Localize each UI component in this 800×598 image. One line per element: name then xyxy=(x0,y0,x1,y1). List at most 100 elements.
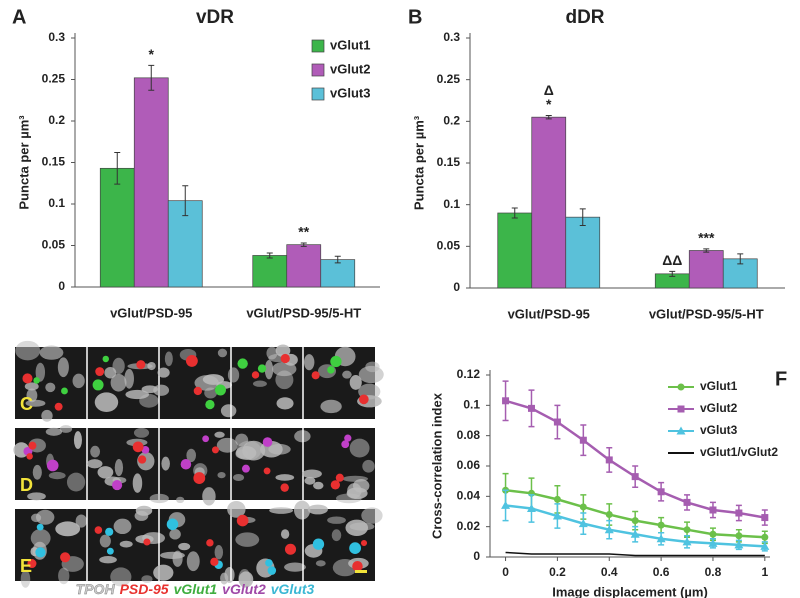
y-tick-label: 0.3 xyxy=(48,30,65,44)
puncta xyxy=(205,399,215,410)
annotation: * xyxy=(149,46,155,62)
tpoh-blob xyxy=(133,427,150,438)
tpoh-blob xyxy=(186,448,197,463)
puncta xyxy=(263,467,271,475)
tpoh-blob xyxy=(57,357,69,378)
tpoh-blob xyxy=(153,384,170,396)
puncta xyxy=(112,480,123,491)
puncta xyxy=(352,561,363,572)
error-bar xyxy=(148,64,155,91)
tpoh-blob xyxy=(161,456,170,471)
tpoh-blob xyxy=(149,493,169,504)
puncta xyxy=(358,394,369,405)
tpoh-blob xyxy=(275,474,295,481)
puncta xyxy=(27,559,37,569)
y-tick-label: 0 xyxy=(473,549,480,563)
x-axis-label: Image displacement (µm) xyxy=(552,584,708,598)
annotation: * xyxy=(546,96,552,112)
point xyxy=(553,495,561,503)
point xyxy=(526,503,536,512)
x-tick-label: vGlut/PSD-95 xyxy=(508,306,590,321)
tpoh-blob xyxy=(41,409,53,422)
tpoh-blob xyxy=(110,567,132,587)
tpoh-blob xyxy=(220,404,237,418)
tpoh-blob xyxy=(35,509,55,525)
tpoh-blob xyxy=(235,433,249,447)
tpoh-blob xyxy=(20,570,31,588)
puncta xyxy=(102,355,110,363)
tpoh-blob xyxy=(153,564,174,581)
tpoh-blob xyxy=(132,473,143,493)
panel-label: C xyxy=(20,394,33,414)
tpoh-blob xyxy=(332,559,358,577)
y-tick-label: 0.25 xyxy=(42,72,66,86)
puncta xyxy=(237,358,248,369)
y-tick-label: 0.2 xyxy=(443,114,460,128)
point xyxy=(683,526,691,534)
tpoh-blob xyxy=(32,464,42,480)
point xyxy=(735,532,743,540)
point xyxy=(502,397,510,405)
tpoh-blob xyxy=(361,507,383,524)
point xyxy=(709,530,717,538)
tpoh-blob xyxy=(24,382,39,391)
y-tick-label: 0.08 xyxy=(457,428,481,442)
puncta xyxy=(311,371,320,380)
tpoh-blob xyxy=(114,459,124,477)
tpoh-blob xyxy=(113,518,132,535)
tpoh-blob xyxy=(45,427,63,436)
y-tick-label: 0.12 xyxy=(457,367,481,381)
puncta xyxy=(211,446,219,454)
tpoh-blob xyxy=(110,373,127,392)
tpoh-blob xyxy=(235,449,248,459)
x-tick-label: 0.6 xyxy=(653,565,670,579)
error-bar xyxy=(545,115,552,120)
tpoh-blob xyxy=(125,389,150,400)
y-tick-label: 0 xyxy=(453,280,460,294)
tpoh-blob xyxy=(315,560,326,567)
point xyxy=(677,383,685,391)
tpoh-blob xyxy=(217,348,228,358)
y-tick-label: 0.05 xyxy=(437,239,461,253)
puncta xyxy=(26,453,33,460)
tpoh-blob xyxy=(26,388,38,403)
point xyxy=(631,473,639,481)
point xyxy=(709,506,717,514)
panel-label: E xyxy=(20,556,32,576)
point xyxy=(682,537,692,546)
puncta xyxy=(344,434,352,442)
tpoh-blob xyxy=(134,510,149,521)
puncta xyxy=(193,386,203,396)
y-tick-label: 0.04 xyxy=(457,489,481,503)
point xyxy=(761,533,769,541)
puncta xyxy=(341,440,350,449)
legend-label: vGlut1 xyxy=(700,379,738,393)
puncta xyxy=(265,559,273,567)
tpoh-blob xyxy=(48,471,66,480)
bar xyxy=(497,212,533,289)
caption: TPOH PSD-95 vGlut1 vGlut2 vGlut3 xyxy=(76,581,315,597)
tpoh-blob xyxy=(99,534,111,548)
point xyxy=(605,456,613,464)
puncta xyxy=(185,355,198,367)
error-bar xyxy=(266,252,273,259)
bar xyxy=(320,259,356,288)
chart-title: dDR xyxy=(565,7,604,28)
y-tick-label: 0.15 xyxy=(437,155,461,169)
puncta xyxy=(206,539,214,547)
point xyxy=(631,517,639,525)
puncta xyxy=(166,518,179,531)
tpoh-blob xyxy=(194,375,219,391)
puncta xyxy=(28,441,37,450)
annotation: Δ xyxy=(544,82,554,98)
tpoh-blob xyxy=(313,481,324,490)
y-tick-label: 0.06 xyxy=(457,458,481,472)
caption-word: vGlut1 xyxy=(174,581,218,597)
y-tick-label: 0.02 xyxy=(457,519,481,533)
tpoh-blob xyxy=(147,361,156,371)
point xyxy=(501,500,511,509)
legend-label: vGlut2 xyxy=(330,61,370,76)
tpoh-blob xyxy=(169,528,181,540)
caption-word: TPOH xyxy=(76,581,116,597)
